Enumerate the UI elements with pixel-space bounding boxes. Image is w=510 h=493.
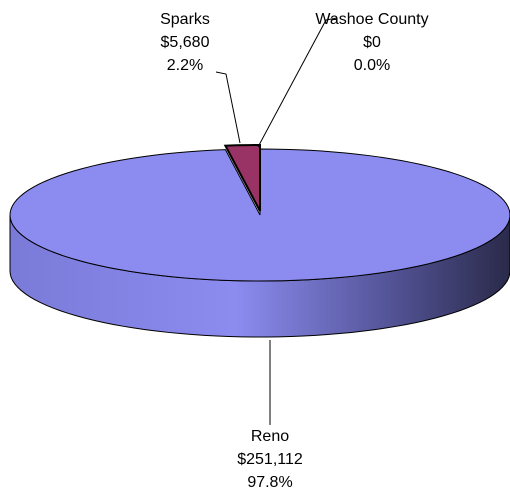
value-label: $0 — [363, 34, 381, 51]
leader-line — [257, 17, 338, 148]
pie-slice — [223, 143, 261, 212]
percent-label: 2.2% — [167, 57, 203, 74]
value-label: $251,112 — [237, 451, 303, 468]
percent-label: 0.0% — [354, 57, 390, 74]
value-label: $5,680 — [161, 34, 210, 51]
leader-line — [215, 71, 241, 144]
percent-label: 97.8% — [247, 474, 292, 491]
category-label: Sparks — [160, 11, 210, 28]
category-label: Washoe County — [315, 11, 428, 28]
pie-slice — [9, 148, 510, 282]
category-label: Reno — [251, 428, 289, 445]
